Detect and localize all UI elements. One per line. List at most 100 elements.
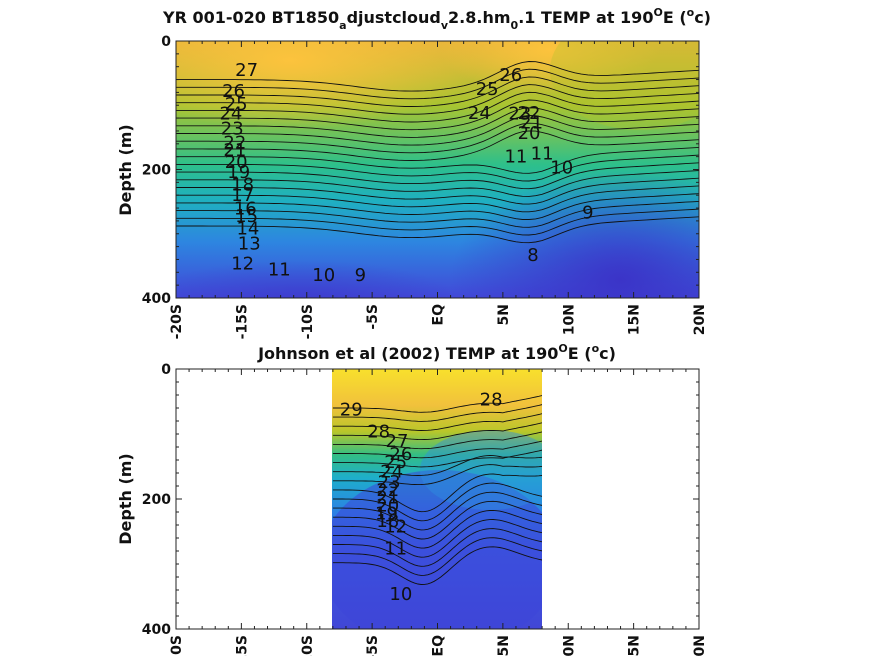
top-contour-label: 24 xyxy=(219,104,242,125)
top-contour-label: 12 xyxy=(231,253,254,274)
bottom-contour-label: 26 xyxy=(389,444,412,465)
bottom-y-tick-label: 200 xyxy=(142,492,171,508)
bottom-isotherm xyxy=(332,404,542,422)
top-isotherm xyxy=(176,146,699,174)
top-contour-label: 9 xyxy=(355,265,366,286)
top-x-tick-label: -15S xyxy=(234,304,250,339)
bottom-x-tick-label: 5N xyxy=(496,635,512,656)
bottom-x-tick-label: EQ xyxy=(431,635,447,656)
top-contour-label: 8 xyxy=(527,245,538,266)
top-contour-label: 13 xyxy=(238,233,261,254)
bottom-isotherm xyxy=(332,440,542,459)
top-x-tick-label: -5S xyxy=(365,304,381,330)
top-panel: YR 001-020 BT1850adjustcloudv2.8.hm0.1 T… xyxy=(116,6,711,339)
bottom-isotherm xyxy=(332,395,542,413)
bottom-isotherm xyxy=(332,464,542,486)
top-contour-label: 22 xyxy=(518,103,541,124)
bottom-contour-label: 18 xyxy=(376,511,399,532)
bottom-x-tick-label: 20N xyxy=(692,635,708,656)
bottom-x-tick-label: -5S xyxy=(365,635,381,656)
bottom-contour-label: 23 xyxy=(378,472,401,493)
top-contour-label: 27 xyxy=(235,60,258,81)
top-isotherm xyxy=(176,177,699,205)
top-contour-label: 19 xyxy=(227,162,250,183)
top-isotherm xyxy=(176,216,699,244)
top-isotherm xyxy=(176,185,699,213)
top-isotherm xyxy=(176,162,699,190)
top-contour-label: 20 xyxy=(518,123,541,144)
bottom-contour-label: 21 xyxy=(376,488,399,509)
top-contour-label: 22 xyxy=(223,133,246,154)
top-contour-label: 21 xyxy=(223,140,246,161)
bottom-contour-label: 12 xyxy=(384,516,407,537)
top-isotherm xyxy=(176,115,699,146)
top-x-tick-label: EQ xyxy=(431,304,447,326)
bottom-isotherm xyxy=(332,491,542,531)
bottom-contour-lines xyxy=(332,395,542,585)
top-contour-label: 23 xyxy=(221,118,244,139)
top-contour-label: 10 xyxy=(312,265,335,286)
top-contour-label: 11 xyxy=(531,143,554,164)
top-ylabel: Depth (m) xyxy=(116,124,135,216)
top-contour-label: 11 xyxy=(504,147,527,168)
bottom-contour-label: 22 xyxy=(376,480,399,501)
top-isotherm xyxy=(176,76,699,107)
bottom-contour-label: 10 xyxy=(389,584,412,605)
bottom-contour-label: 25 xyxy=(384,452,407,473)
bottom-isotherm xyxy=(332,537,542,576)
bottom-isotherm xyxy=(332,482,542,522)
bottom-contour-label: 28 xyxy=(367,421,390,442)
top-contour-label: 11 xyxy=(268,260,291,281)
bottom-isotherm xyxy=(332,431,542,450)
top-isotherm xyxy=(176,107,699,138)
top-contour-label: 23 xyxy=(508,104,531,125)
top-isotherm xyxy=(176,91,699,123)
top-y-tick-label: 0 xyxy=(161,34,171,50)
bottom-isotherm xyxy=(332,422,542,441)
top-contour-label: 14 xyxy=(236,219,259,240)
top-isotherm xyxy=(176,200,699,228)
bottom-x-tick-label: -10S xyxy=(300,635,316,656)
top-isotherm xyxy=(176,99,699,131)
bottom-isotherm xyxy=(332,546,542,585)
bottom-isotherm xyxy=(332,509,542,549)
top-axes: -20S -15S -10S -5S EQ 5N 10N 15N 20N 0 200 400 xyxy=(142,34,708,339)
bottom-ylabel: Depth (m) xyxy=(116,453,135,545)
bottom-field xyxy=(332,369,542,629)
top-contour-label: 16 xyxy=(234,199,257,220)
top-x-tick-label: 15N xyxy=(627,304,643,335)
top-contour-label: 26 xyxy=(499,65,522,86)
top-contour-label: 10 xyxy=(550,158,573,179)
bottom-contour-label: 20 xyxy=(376,496,399,517)
bottom-y-tick-label: 400 xyxy=(142,622,171,638)
top-contour-label: 18 xyxy=(231,174,254,195)
bottom-isotherm xyxy=(332,473,542,513)
top-isotherm xyxy=(176,68,699,100)
top-isotherm xyxy=(176,154,699,182)
top-x-tick-label: 10N xyxy=(561,304,577,335)
bottom-contour-label: 11 xyxy=(384,538,407,559)
top-x-tick-label: -10S xyxy=(300,304,316,339)
top-contour-label: 21 xyxy=(520,113,543,134)
top-contour-label: 15 xyxy=(235,206,258,227)
top-isotherm xyxy=(176,208,699,236)
top-y-tick-label: 200 xyxy=(142,163,171,179)
top-isotherm xyxy=(176,61,699,92)
top-contour-lines xyxy=(176,61,699,244)
bottom-contour-label: 28 xyxy=(480,390,503,411)
bottom-x-tick-label: 10N xyxy=(561,635,577,656)
top-x-tick-label: 5N xyxy=(496,304,512,325)
top-isotherm xyxy=(176,170,699,197)
bottom-x-tick-label: -20S xyxy=(169,635,185,656)
bottom-isotherm xyxy=(332,500,542,540)
top-contour-label: 24 xyxy=(468,103,491,124)
bottom-x-tick-label: 15N xyxy=(627,635,643,656)
bottom-panel: Johnson et al (2002) TEMP at 190OE (oc) … xyxy=(116,342,708,656)
top-y-tick-label: 400 xyxy=(142,291,171,307)
top-isotherm xyxy=(176,122,699,154)
top-contour-label: 9 xyxy=(582,203,593,224)
bottom-isotherm xyxy=(332,413,542,431)
